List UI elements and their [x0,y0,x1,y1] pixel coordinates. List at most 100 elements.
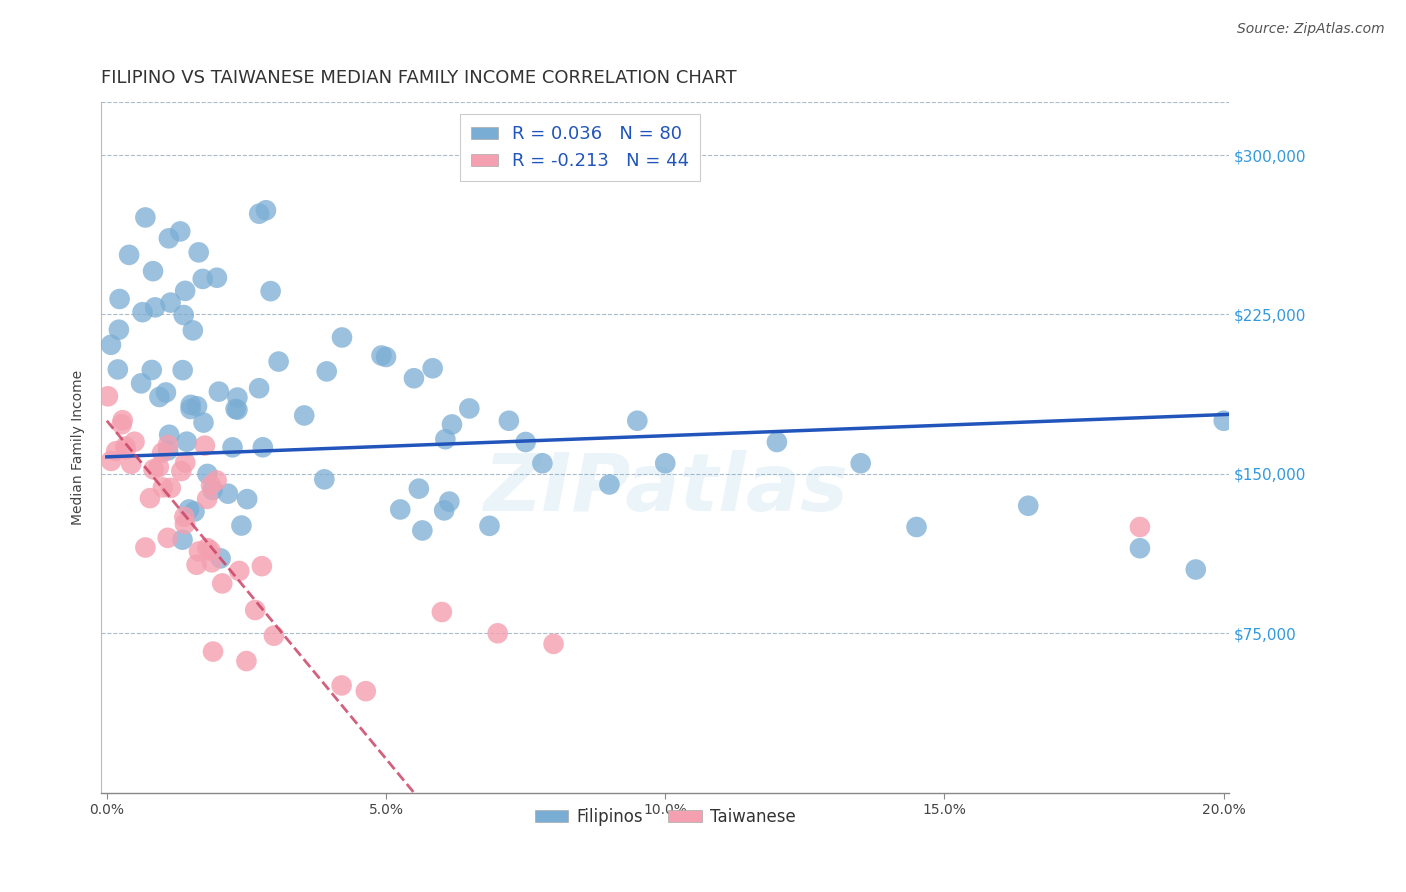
Point [159,481,181,495]
Point [434,432,457,446]
Point [173,308,195,322]
Point [221,441,243,455]
Point [252,440,274,454]
Point [515,435,537,450]
Point [292,409,315,423]
Point [208,384,231,399]
Point [1212,414,1234,428]
Point [172,533,194,547]
Point [187,544,209,558]
Point [142,264,165,278]
Point [174,456,197,470]
Text: FILIPINO VS TAIWANESE MEDIAN FAMILY INCOME CORRELATION CHART: FILIPINO VS TAIWANESE MEDIAN FAMILY INCO… [101,69,737,87]
Point [169,224,191,238]
Point [173,509,195,524]
Point [330,330,353,344]
Point [254,203,277,218]
Point [187,245,209,260]
Point [245,603,267,617]
Point [108,292,131,306]
Point [183,504,205,518]
Point [1184,562,1206,576]
Point [124,434,146,449]
Point [141,363,163,377]
Point [157,231,180,245]
Point [654,456,676,470]
Point [422,361,444,376]
Point [849,456,872,470]
Point [200,543,222,558]
Point [118,248,141,262]
Point [108,323,131,337]
Point [433,503,456,517]
Point [226,402,249,417]
Point [176,434,198,449]
Point [100,454,122,468]
Point [354,684,377,698]
Point [226,391,249,405]
Point [598,477,620,491]
Point [439,494,461,508]
Point [181,323,204,337]
Point [486,626,509,640]
Point [205,270,228,285]
Point [1129,520,1152,534]
Point [408,482,430,496]
Point [100,338,122,352]
Point [150,445,173,459]
Point [173,516,195,531]
Point [152,480,174,494]
Point [247,381,270,395]
Point [236,492,259,507]
Point [148,460,170,475]
Point [200,478,222,492]
Point [1129,541,1152,556]
Point [267,354,290,368]
Point [197,467,219,481]
Point [259,284,281,298]
Point [157,443,180,458]
Point [626,414,648,428]
Point [177,502,200,516]
Point [170,464,193,478]
Point [263,629,285,643]
Point [411,524,433,538]
Point [458,401,481,416]
Y-axis label: Median Family Income: Median Family Income [72,370,86,524]
Point [174,284,197,298]
Point [389,502,412,516]
Point [217,486,239,500]
Point [766,435,789,450]
Point [370,349,392,363]
Point [129,376,152,391]
Point [97,389,120,403]
Point [111,417,134,432]
Legend: Filipinos, Taiwanese: Filipinos, Taiwanese [529,801,803,832]
Point [156,438,179,452]
Point [193,416,215,430]
Point [111,413,134,427]
Point [139,491,162,505]
Point [107,362,129,376]
Point [498,414,520,428]
Text: ZIPatlas: ZIPatlas [482,450,848,528]
Point [231,518,253,533]
Point [478,519,501,533]
Point [148,390,170,404]
Point [247,207,270,221]
Point [105,444,128,458]
Point [194,439,217,453]
Point [543,637,565,651]
Point [114,440,136,454]
Point [905,520,928,534]
Point [195,491,218,506]
Point [201,483,224,497]
Point [180,402,202,417]
Point [186,399,208,413]
Point [114,442,136,457]
Point [250,559,273,574]
Point [120,457,142,471]
Point [430,605,453,619]
Point [235,654,257,668]
Point [225,402,247,417]
